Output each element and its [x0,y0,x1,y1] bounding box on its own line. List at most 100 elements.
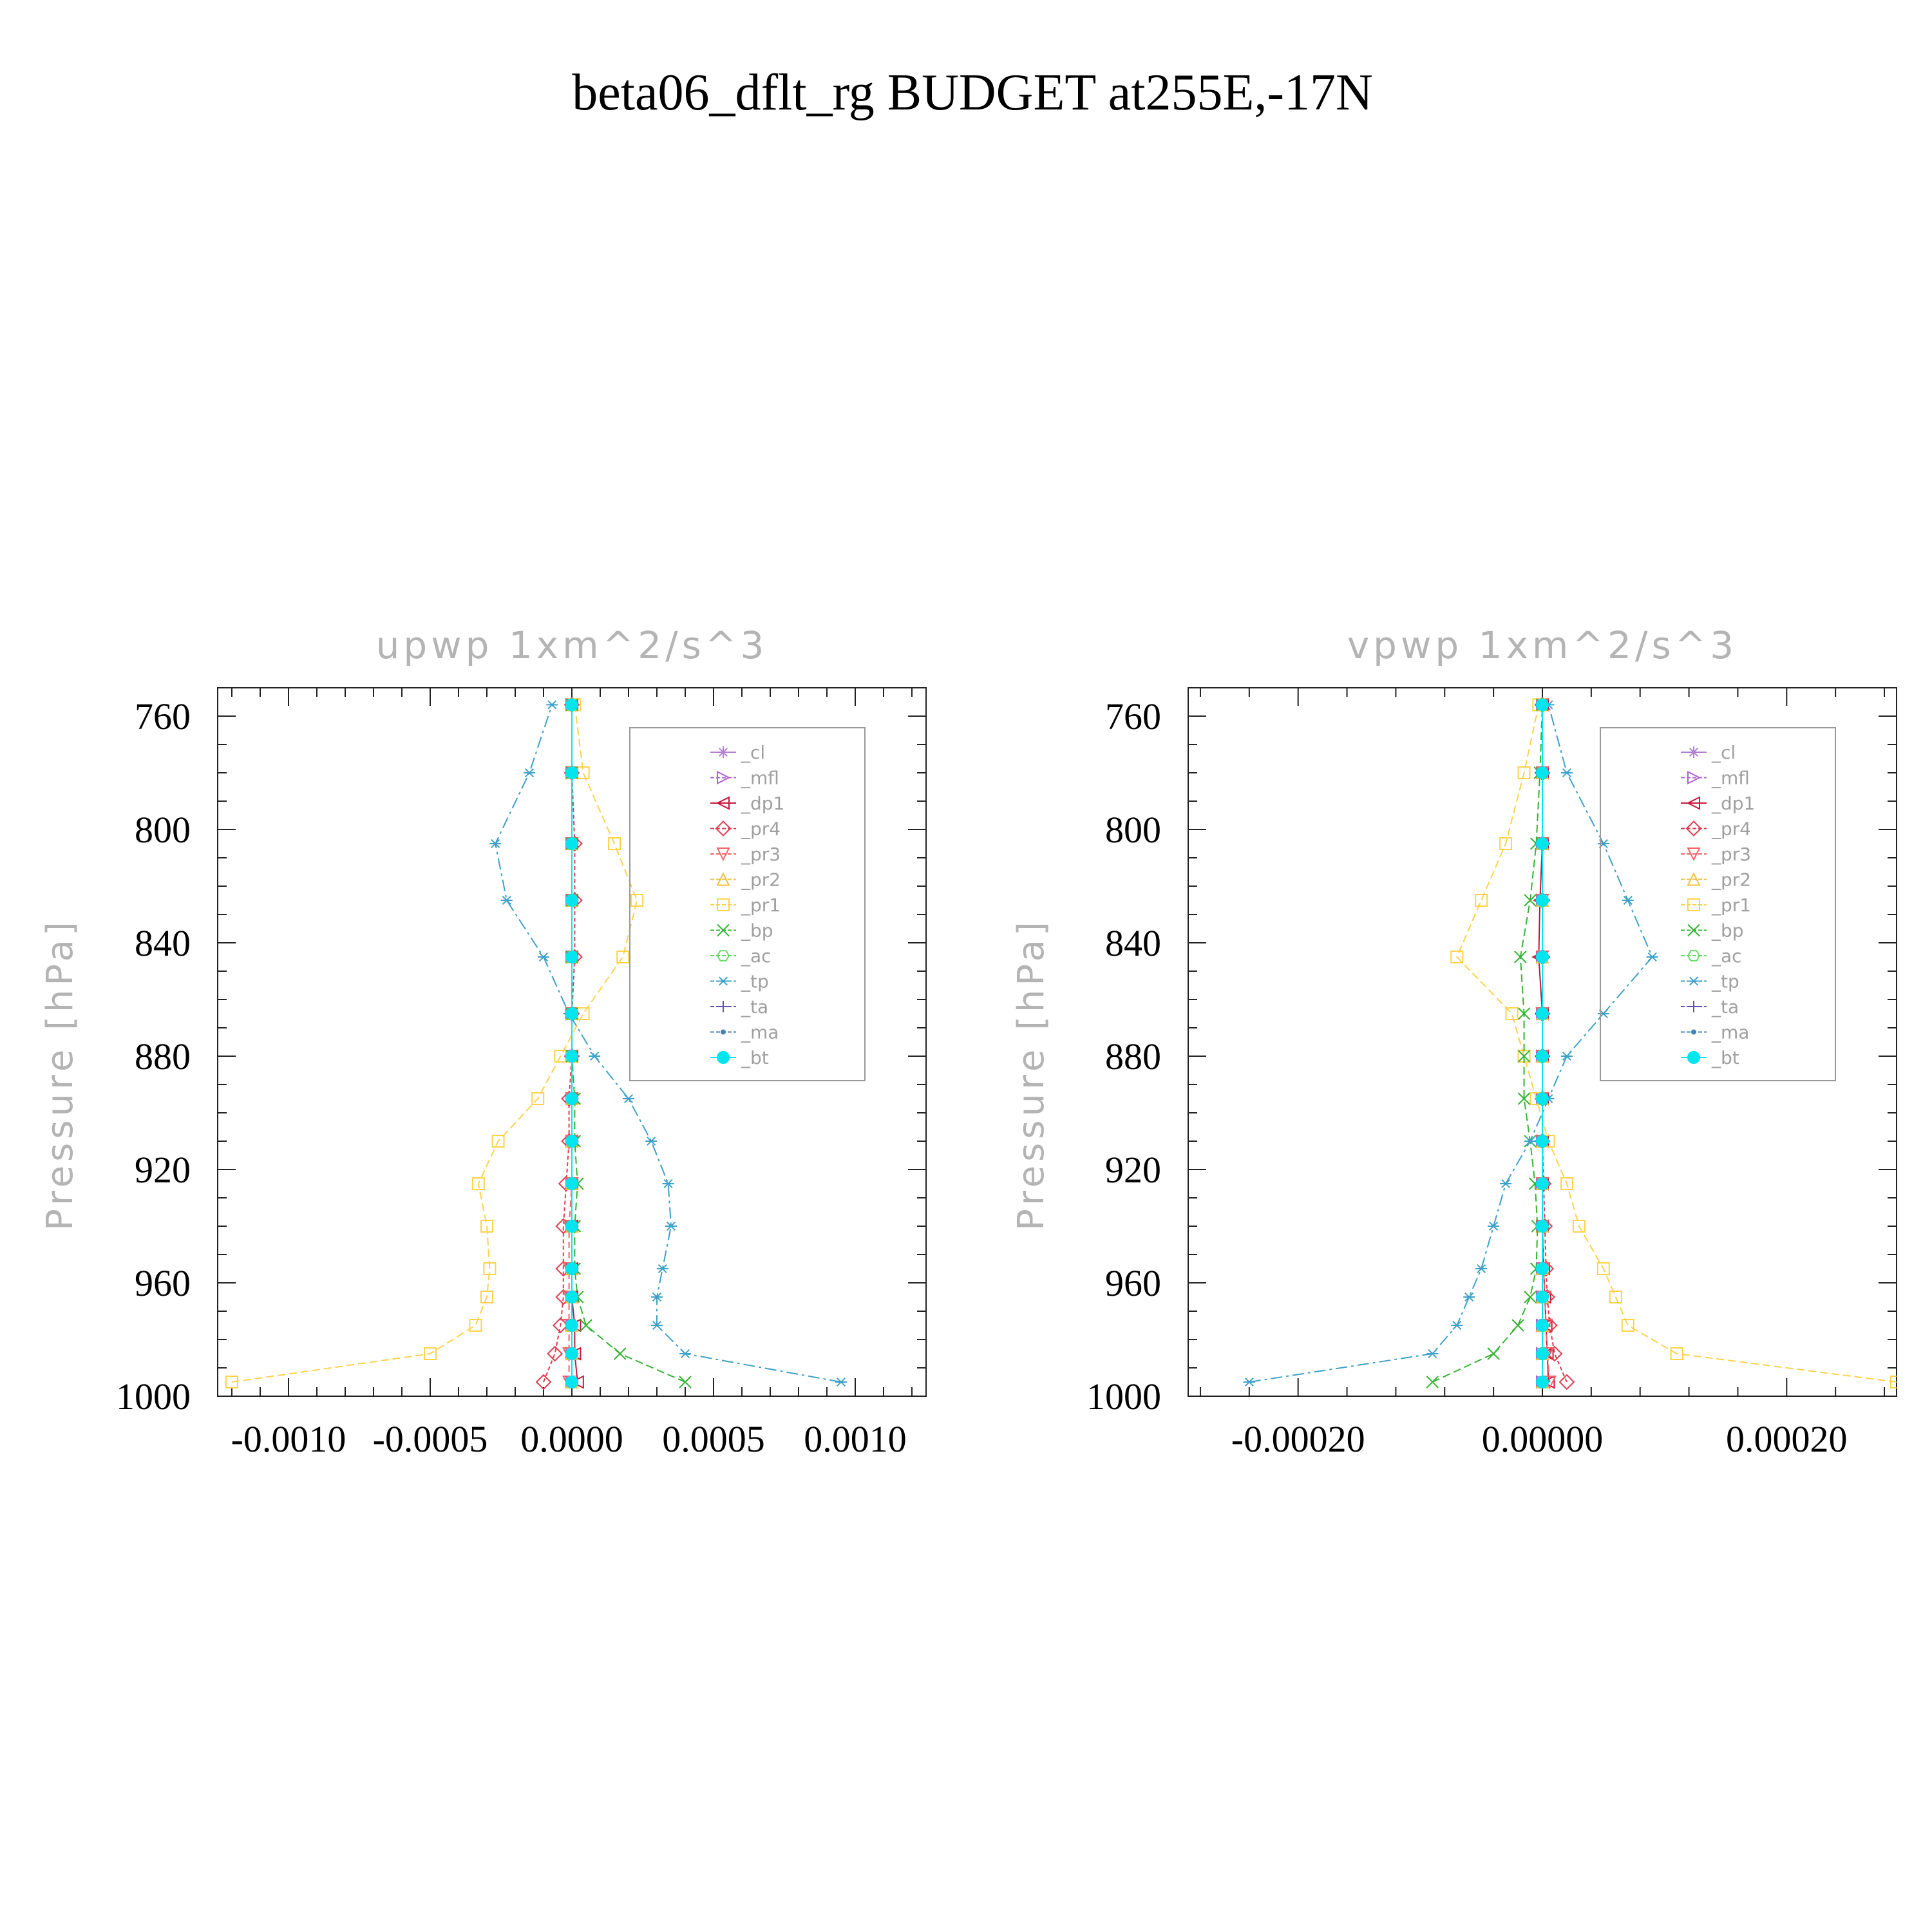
marker-pr4 [1546,1345,1563,1362]
marker-pr1 [480,1220,493,1233]
legend-entry: _pr2 [1681,869,1751,891]
legend-label: _mfl [741,768,779,789]
legend-label: _pr1 [1711,895,1751,916]
legend-label: _cl [1711,742,1736,763]
legend-entry: _pr4 [710,819,781,840]
legend-entry: _dp1 [1681,793,1755,814]
legend-entry: _bt [710,1047,769,1068]
marker-bp [614,1347,627,1360]
legend-label: _dp1 [741,793,784,814]
series-line-dp1 [571,705,578,1383]
marker-bp [580,1319,592,1332]
marker-pr1 [1609,1291,1622,1303]
legend-label: _ac [741,945,772,967]
marker-pr1 [471,1177,485,1190]
marker-pr1 [469,1319,482,1332]
marker-pr1 [1475,894,1488,907]
series-pr3 [562,698,579,1390]
y-tick-label: 800 [1105,809,1161,851]
y-tick-label: 1000 [1086,1376,1161,1417]
legend-label: _bp [1711,920,1744,942]
series-pr3 [1535,698,1557,1390]
marker-pr1 [424,1347,437,1360]
marker-bp [1487,1347,1500,1360]
marker-tp [538,952,549,962]
marker-bp [1511,1319,1524,1332]
legend-label: _pr3 [741,844,781,865]
legend-entry: _mfl [1681,768,1750,789]
marker-tp [1688,976,1700,986]
marker-tp [645,1136,658,1146]
marker-tp [1560,768,1573,778]
y-axis-label: Pressure [hPa] [39,918,81,1231]
marker-dp1 [715,796,730,810]
legend-entry: _ma [1681,1022,1749,1043]
series-line-pr4 [543,705,576,1383]
legend-label: _bt [1711,1047,1739,1068]
legend-label: _ta [741,996,768,1018]
legend-entry: _tp [1681,971,1739,992]
marker-tp [717,976,729,986]
marker-bt [1536,837,1549,850]
marker-bp [1426,1376,1439,1388]
y-tick-label: 920 [1105,1149,1161,1191]
marker-tp [1475,1264,1488,1274]
series-pr4 [535,696,583,1390]
x-tick-label: -0.0005 [373,1418,488,1460]
marker-tp [1622,895,1634,905]
series-bp [1426,698,1549,1388]
marker-bp [1517,1092,1531,1105]
marker-tp [1243,1377,1255,1387]
series-line-pr1 [1456,705,1897,1383]
x-tick-label: -0.00020 [1231,1418,1365,1460]
series-pr4 [1534,696,1575,1390]
series-line-pr1 [231,705,638,1383]
legend-label: _bt [741,1047,769,1068]
legend-entry: _pr1 [1681,895,1751,916]
marker-bp [1524,1291,1537,1303]
marker-pr2 [716,872,730,886]
marker-bp [1687,923,1700,937]
y-tick-label: 880 [135,1036,191,1077]
legend-box [629,727,866,1081]
marker-bt [1536,698,1549,712]
legend-label: _ma [741,1022,779,1043]
chart-panel-1: upwp 1xm^2/s^3 Pressure [hPa] 760 800 840 880… [39,623,927,1460]
legend-entry: _pr2 [710,869,781,891]
marker-tp [651,1292,663,1302]
marker-tp [665,1221,677,1231]
series-line-pr4 [1542,705,1567,1383]
marker-tp [489,838,502,849]
marker-mfl [1687,770,1701,785]
marker-ta [717,1001,729,1012]
marker-pr1 [1450,951,1464,963]
series-group [225,696,847,1390]
x-axis: -0.00020 0.00000 0.00020 [1199,688,1886,1460]
series-tp [489,700,847,1387]
legend-entry: _bt [1681,1047,1739,1068]
legend-entry: _cl [1681,742,1736,763]
marker-tp [1597,1009,1609,1019]
marker-bt [1536,1007,1549,1020]
panel-title: upwp 1xm^2/s^3 [376,623,768,667]
series-bt [565,698,578,1388]
marker-pr1 [1890,1376,1897,1388]
series-bt [1536,698,1549,1388]
marker-ta [1688,1001,1700,1012]
marker-bt [1536,1262,1549,1275]
marker-bt [1536,1050,1549,1063]
marker-tp [1426,1349,1439,1359]
marker-bt [1536,1291,1549,1303]
marker-pr1 [531,1092,545,1105]
marker-pr1 [1499,837,1513,850]
marker-tp [1560,1051,1573,1061]
legend-entry: _pr4 [1681,819,1751,840]
marker-pr1 [630,894,644,907]
y-tick-label: 760 [1105,696,1161,737]
y-tick-label: 840 [1105,922,1161,964]
legend-label: _dp1 [1711,793,1755,814]
marker-pr1 [1572,1220,1586,1233]
marker-pr1 [1560,1177,1573,1190]
series-dp1 [1531,697,1555,1389]
